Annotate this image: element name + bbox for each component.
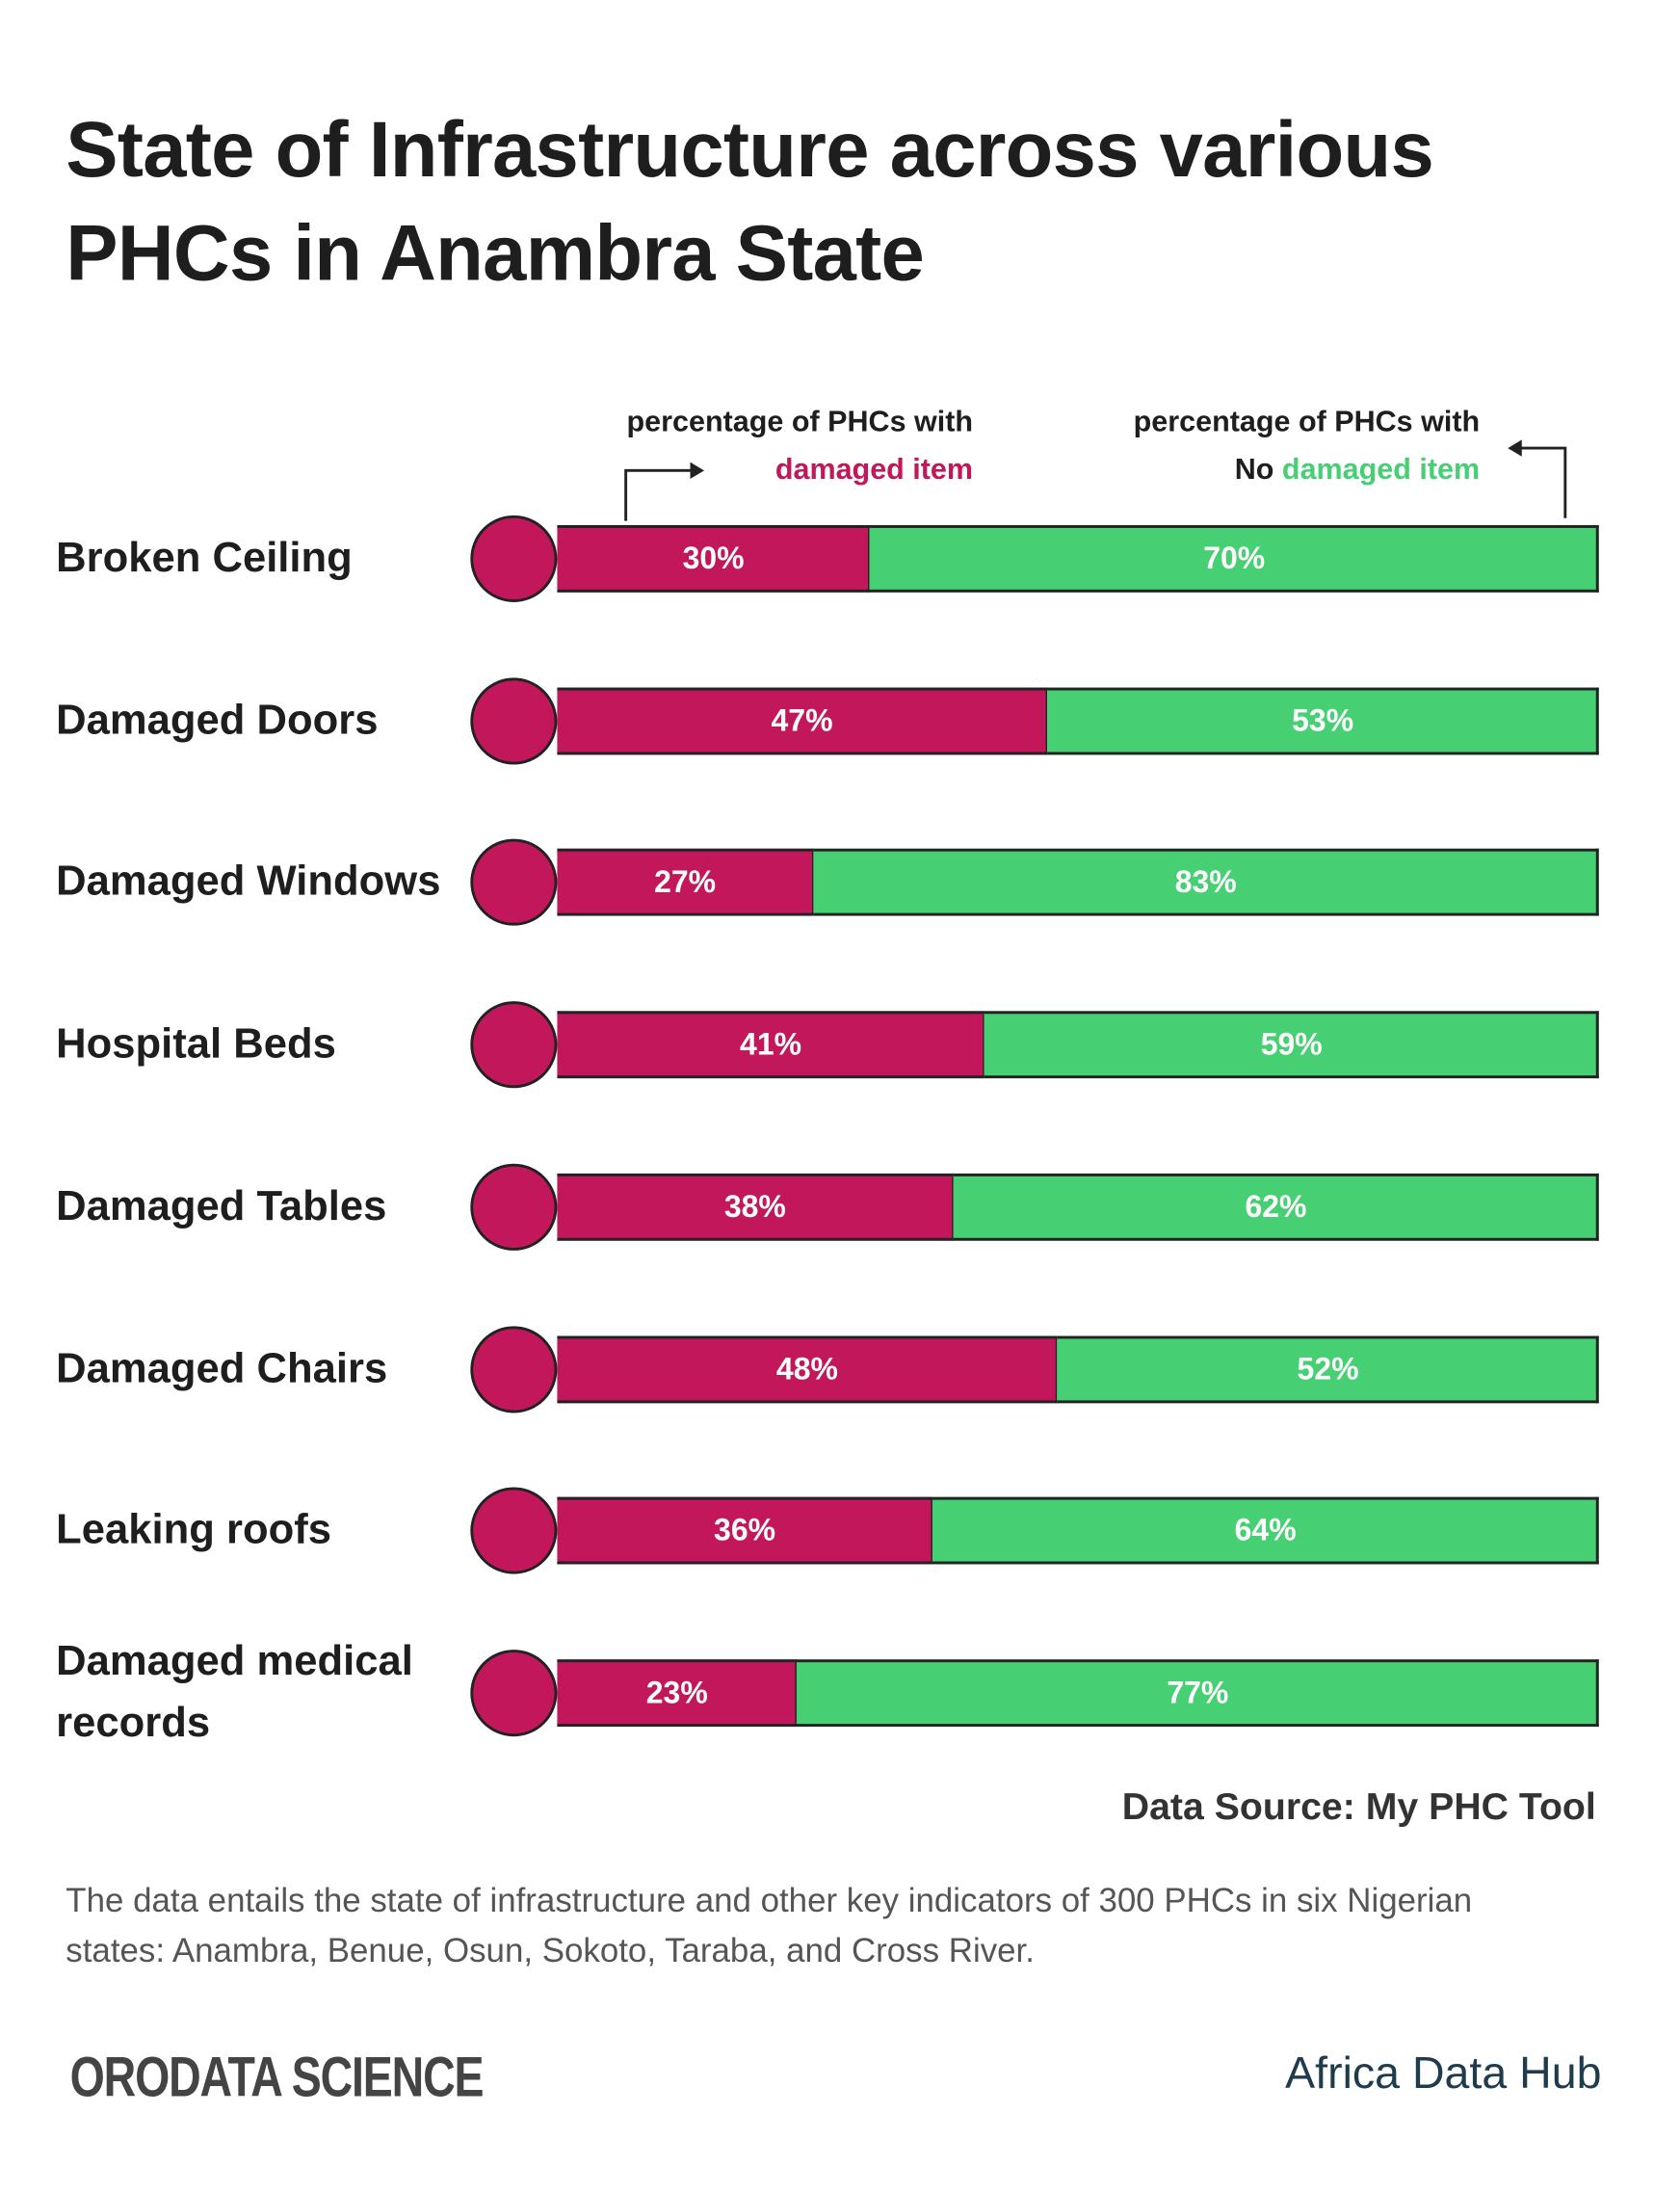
icon-circle <box>470 1325 558 1413</box>
bar-segment <box>557 1659 798 1727</box>
category-label: Hospital Beds <box>56 1020 336 1068</box>
data-label: 83% <box>1174 864 1237 900</box>
bar-segment <box>953 1173 1599 1241</box>
annotation-text: percentage of PHCs with <box>626 406 974 438</box>
bar-segment <box>869 525 1599 593</box>
data-label: 30% <box>682 541 745 576</box>
logo: ORODATA SCIENCE <box>69 2047 485 2109</box>
data-label: 48% <box>775 1350 838 1387</box>
category-label: Broken Ceiling <box>56 535 353 582</box>
bar-segment <box>557 849 813 917</box>
bar-segment <box>557 1173 954 1241</box>
bar-segment <box>557 1496 932 1565</box>
category-label: Damaged medical records <box>56 1638 413 1747</box>
category-label: Damaged Doors <box>56 697 379 744</box>
data-label: 62% <box>1245 1188 1307 1224</box>
logo: Africa Data Hub <box>1285 2047 1602 2099</box>
bar-segment <box>932 1496 1599 1565</box>
bar-segment <box>557 687 1047 754</box>
icon-circle <box>470 1001 558 1089</box>
bar-segment <box>1057 1334 1599 1403</box>
arrow-head <box>1508 439 1522 457</box>
icon-circle <box>470 1649 558 1737</box>
data-label: 38% <box>723 1188 786 1224</box>
source: Data Source: My PHC Tool <box>1121 1785 1596 1828</box>
category-label: Leaking roofs <box>56 1507 332 1554</box>
icon-circle <box>470 1487 558 1574</box>
data-label: 53% <box>1292 702 1354 738</box>
legend-row: No damaged item <box>1008 447 1480 494</box>
bar-segment <box>557 1011 984 1079</box>
category-label: Damaged Tables <box>56 1182 387 1229</box>
annotation-arrows <box>624 439 1567 521</box>
icon-circle <box>470 676 558 765</box>
data-label: 23% <box>645 1675 708 1710</box>
icon-circle <box>470 515 558 602</box>
annotation-right: percentage of PHCs with No damaged item <box>1008 399 1481 494</box>
category-label: Damaged Windows <box>56 859 441 906</box>
category-label: Damaged Chairs <box>56 1344 388 1391</box>
legend-entry: damaged item <box>774 453 974 487</box>
data-label: 70% <box>1203 541 1266 576</box>
data-label: 59% <box>1260 1026 1323 1062</box>
bar-segment <box>984 1011 1599 1079</box>
bar-segment <box>797 1659 1599 1727</box>
annotation-left: percentage of PHCs with damaged item <box>532 399 974 494</box>
data-label: 36% <box>714 1512 776 1548</box>
note: The data entails the state of infrastruc… <box>66 1882 1473 1970</box>
bar-segment <box>812 849 1599 917</box>
data-label: 52% <box>1297 1350 1359 1387</box>
arrow-head <box>690 462 705 480</box>
bar-segment <box>557 1334 1058 1403</box>
bar-segment <box>1046 687 1599 754</box>
annotation-text: percentage of PHCs with <box>1133 406 1481 438</box>
annotation-text: No <box>1234 453 1274 487</box>
data-label: 47% <box>771 702 833 738</box>
bar-segment <box>557 525 870 593</box>
legend-entry: damaged item <box>1281 453 1481 487</box>
data-label: 41% <box>740 1026 802 1062</box>
data-label: 77% <box>1167 1675 1229 1710</box>
arrow <box>624 468 694 521</box>
icon-circle <box>470 839 558 927</box>
chart-title: State of Infrastructure across various P… <box>66 105 1434 298</box>
icon-circle <box>470 1163 558 1251</box>
data-label: 64% <box>1234 1512 1297 1548</box>
data-label: 27% <box>654 864 717 900</box>
arrow <box>1518 446 1567 518</box>
